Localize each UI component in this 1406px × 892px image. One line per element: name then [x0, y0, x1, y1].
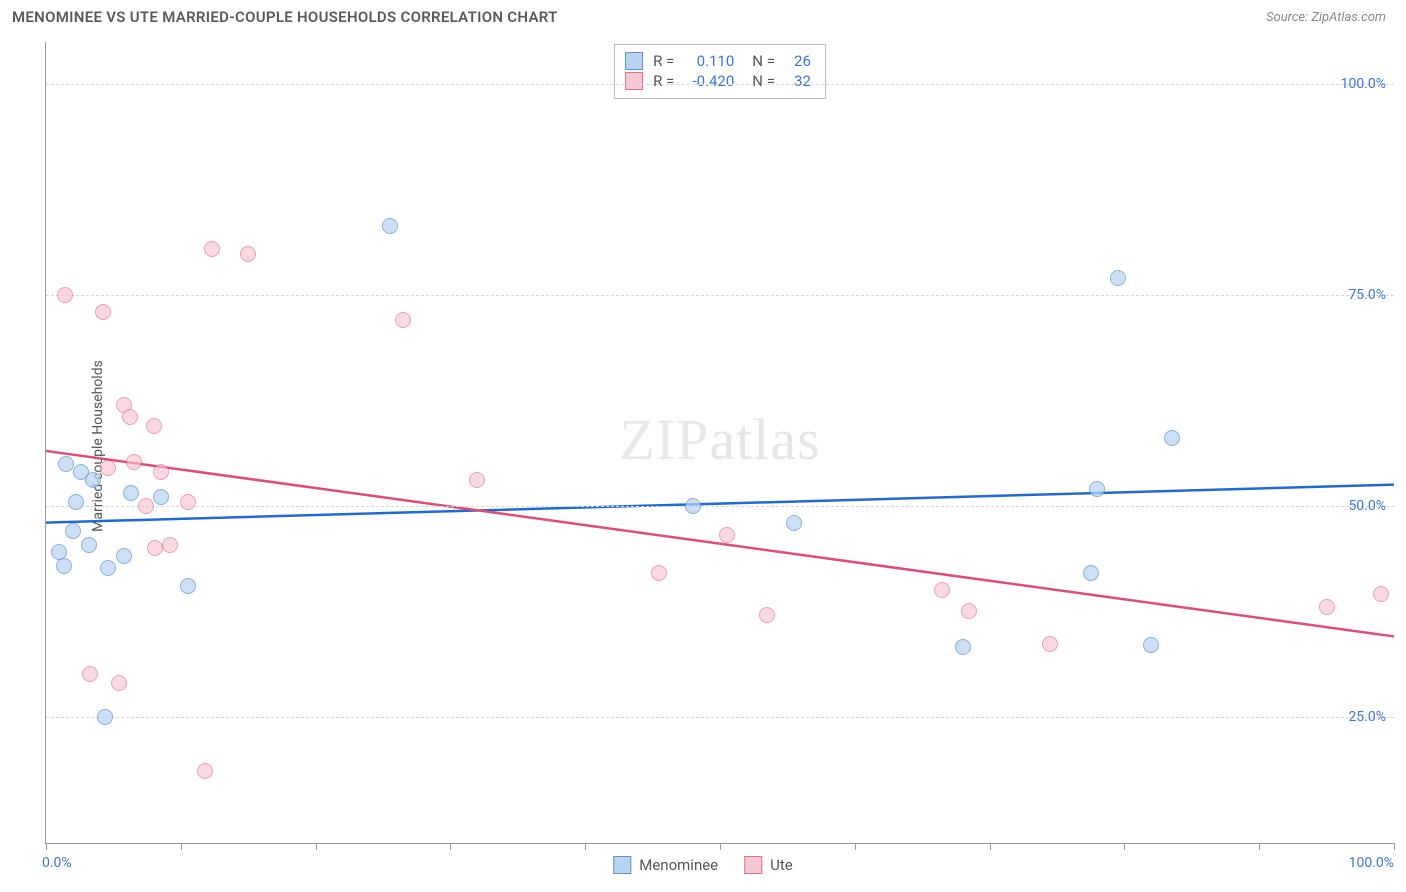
data-point-menominee: [85, 472, 101, 488]
data-point-menominee: [1083, 565, 1099, 581]
data-point-menominee: [1164, 430, 1180, 446]
legend-item-menominee: Menominee: [613, 856, 718, 874]
data-point-ute: [122, 409, 138, 425]
data-point-menominee: [180, 578, 196, 594]
data-point-ute: [146, 418, 162, 434]
data-point-ute: [204, 241, 220, 257]
data-point-menominee: [123, 485, 139, 501]
data-point-menominee: [1089, 481, 1105, 497]
x-tick: [855, 843, 856, 850]
data-point-ute: [147, 540, 163, 556]
x-tick: [1124, 843, 1125, 850]
r-value-menominee: 0.110: [684, 51, 734, 71]
data-point-ute: [57, 287, 73, 303]
gridline: [46, 295, 1394, 296]
x-tick: [450, 843, 451, 850]
n-value-ute: 32: [785, 71, 811, 91]
gridline: [46, 506, 1394, 507]
data-point-menominee: [1143, 637, 1159, 653]
data-point-menominee: [786, 515, 802, 531]
n-label: N =: [752, 71, 775, 91]
data-point-ute: [180, 494, 196, 510]
swatch-ute: [625, 72, 643, 90]
data-point-menominee: [65, 523, 81, 539]
data-point-ute: [100, 460, 116, 476]
trend-line-ute: [46, 451, 1394, 636]
data-point-menominee: [153, 489, 169, 505]
x-tick: [46, 843, 47, 850]
stats-row-menominee: R = 0.110 N = 26: [625, 51, 811, 71]
y-tick-label: 75.0%: [1348, 287, 1386, 303]
data-point-menominee: [58, 456, 74, 472]
series-legend: Menominee Ute: [613, 856, 792, 874]
data-point-ute: [197, 763, 213, 779]
x-axis-min-label: 0.0%: [42, 855, 72, 871]
data-point-ute: [961, 603, 977, 619]
legend-item-ute: Ute: [744, 856, 793, 874]
data-point-menominee: [56, 558, 72, 574]
data-point-ute: [934, 582, 950, 598]
data-point-ute: [1042, 636, 1058, 652]
swatch-ute: [744, 856, 762, 874]
r-value-ute: -0.420: [684, 71, 734, 91]
data-point-menominee: [81, 537, 97, 553]
n-value-menominee: 26: [785, 51, 811, 71]
r-label: R =: [653, 71, 674, 91]
data-point-menominee: [68, 494, 84, 510]
data-point-menominee: [97, 709, 113, 725]
series-label: Ute: [770, 856, 793, 874]
n-label: N =: [752, 51, 775, 71]
series-label: Menominee: [639, 856, 718, 874]
r-label: R =: [653, 51, 674, 71]
data-point-ute: [719, 527, 735, 543]
y-tick-label: 100.0%: [1341, 76, 1386, 92]
stats-row-ute: R = -0.420 N = 32: [625, 71, 811, 91]
x-tick: [1394, 843, 1395, 850]
gridline: [46, 717, 1394, 718]
source-label: Source: ZipAtlas.com: [1266, 10, 1386, 25]
data-point-ute: [759, 607, 775, 623]
data-point-ute: [469, 472, 485, 488]
swatch-menominee: [625, 52, 643, 70]
y-tick-label: 25.0%: [1348, 709, 1386, 725]
data-point-ute: [153, 464, 169, 480]
data-point-menominee: [116, 548, 132, 564]
data-point-ute: [395, 312, 411, 328]
data-point-ute: [240, 246, 256, 262]
trend-line-menominee: [46, 485, 1394, 523]
chart-title: MENOMINEE VS UTE MARRIED-COUPLE HOUSEHOL…: [12, 8, 558, 26]
swatch-menominee: [613, 856, 631, 874]
data-point-menominee: [100, 560, 116, 576]
data-point-ute: [651, 565, 667, 581]
scatter-chart: ZIPatlas R = 0.110 N = 26 R = -0.420 N =…: [45, 42, 1394, 844]
x-tick: [1259, 843, 1260, 850]
data-point-ute: [82, 666, 98, 682]
gridline: [46, 84, 1394, 85]
data-point-menominee: [382, 218, 398, 234]
x-tick: [585, 843, 586, 850]
data-point-ute: [162, 537, 178, 553]
data-point-ute: [1373, 586, 1389, 602]
x-tick: [316, 843, 317, 850]
y-tick-label: 50.0%: [1348, 498, 1386, 514]
data-point-ute: [1319, 599, 1335, 615]
data-point-ute: [138, 498, 154, 514]
x-tick: [720, 843, 721, 850]
data-point-ute: [95, 304, 111, 320]
data-point-menominee: [955, 639, 971, 655]
x-tick: [181, 843, 182, 850]
x-tick: [990, 843, 991, 850]
stats-legend: R = 0.110 N = 26 R = -0.420 N = 32: [614, 44, 826, 99]
x-axis-max-label: 100.0%: [1349, 855, 1394, 871]
data-point-ute: [111, 675, 127, 691]
data-point-menominee: [1110, 270, 1126, 286]
trend-lines-layer: [46, 42, 1394, 843]
data-point-ute: [126, 454, 142, 470]
data-point-menominee: [685, 498, 701, 514]
